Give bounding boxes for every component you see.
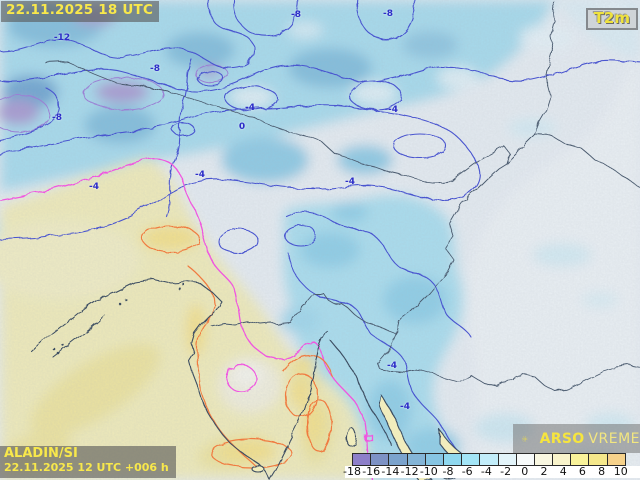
arso-vreme-logo: ARSO VREME bbox=[513, 424, 640, 453]
service-name: VREME bbox=[588, 430, 640, 447]
parameter-badge: T2m bbox=[585, 8, 638, 31]
colorbar-tick-label: -16 bbox=[362, 465, 381, 478]
colorbar-tick-label: -2 bbox=[500, 465, 512, 478]
model-name: ALADIN/SI bbox=[4, 446, 78, 461]
colorbar-tick-label: -10 bbox=[419, 465, 438, 478]
colorbar-tick-label: -12 bbox=[400, 465, 419, 478]
colorbar-cell bbox=[606, 453, 626, 466]
colorbar-tick-label: 8 bbox=[598, 465, 606, 478]
colorbar-labels: -18 -16 -14 -12 -10 -8 -6 -4 -2 0 2 4 6 8 10 bbox=[343, 465, 640, 478]
colorbar-tick-label: -14 bbox=[381, 465, 400, 478]
colorbar-tick-label: 10 bbox=[613, 465, 628, 478]
colorbar-tick-label: -6 bbox=[461, 465, 473, 478]
temperature-colorbar: -18 -16 -14 -12 -10 -8 -6 -4 -2 0 2 4 6 8 10 bbox=[343, 453, 640, 478]
colorbar-cells bbox=[352, 453, 640, 466]
colorbar-tick-label: -18 bbox=[343, 465, 361, 478]
sun-icon bbox=[522, 435, 528, 442]
colorbar-tick-label: 4 bbox=[559, 465, 567, 478]
colorbar-tick-label: 2 bbox=[540, 465, 548, 478]
colorbar-tick-label: -8 bbox=[442, 465, 454, 478]
model-run-time: 22.11.2025 12 UTC +006 h bbox=[4, 460, 169, 474]
colorbar-tick-label: -4 bbox=[480, 465, 492, 478]
agency-name: ARSO bbox=[539, 430, 585, 447]
model-info: ALADIN/SI 22.11.2025 12 UTC +006 h bbox=[0, 446, 176, 478]
colorbar-tick-label: 0 bbox=[521, 465, 529, 478]
valid-time-label: 22.11.2025 18 UTC bbox=[1, 1, 160, 22]
colorbar-tick-label: 6 bbox=[578, 465, 586, 478]
